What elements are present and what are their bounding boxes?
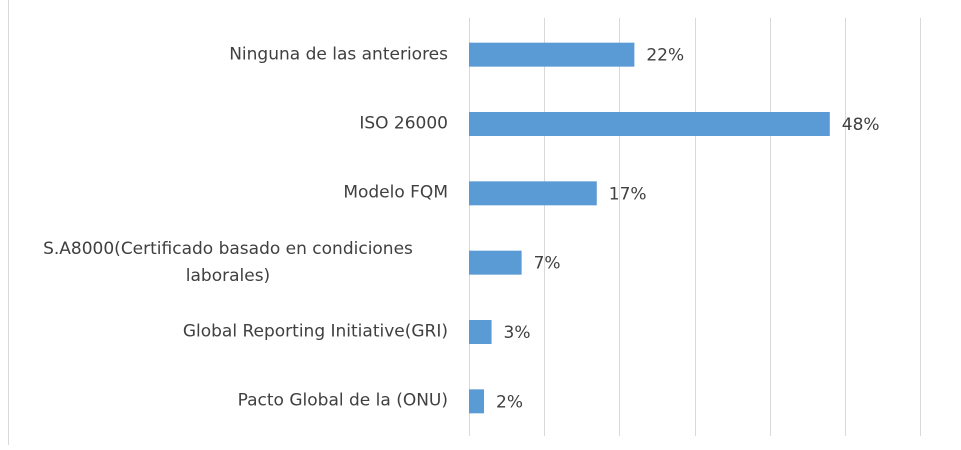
category-label: Pacto Global de la (ONU) — [8, 388, 448, 415]
category-text: Pacto Global de la (ONU) — [237, 390, 448, 411]
data-label: 17% — [609, 184, 647, 204]
data-label: 3% — [504, 323, 531, 343]
category-text: Modelo FQM — [343, 182, 448, 203]
data-label: 22% — [646, 46, 684, 66]
category-text: S.A8000(Certificado basado en condicione… — [43, 238, 413, 286]
category-label: S.A8000(Certificado basado en condicione… — [8, 236, 448, 290]
bar — [469, 389, 485, 414]
bar — [469, 250, 522, 275]
category-text: ISO 26000 — [359, 113, 448, 134]
category-text: Ninguna de las anteriores — [229, 44, 448, 65]
category-label: Ninguna de las anteriores — [8, 41, 448, 68]
bar — [469, 112, 830, 136]
category-text: Global Reporting Initiative(GRI) — [182, 321, 448, 342]
data-label: 2% — [496, 392, 523, 412]
category-label: Global Reporting Initiative(GRI) — [8, 319, 448, 346]
data-label: 7% — [534, 254, 561, 274]
data-label: 48% — [842, 115, 880, 135]
bar — [469, 42, 635, 67]
category-label: Modelo FQM — [8, 180, 448, 207]
bar — [469, 181, 597, 206]
bar — [469, 320, 492, 344]
category-label: ISO 26000 — [8, 111, 448, 138]
